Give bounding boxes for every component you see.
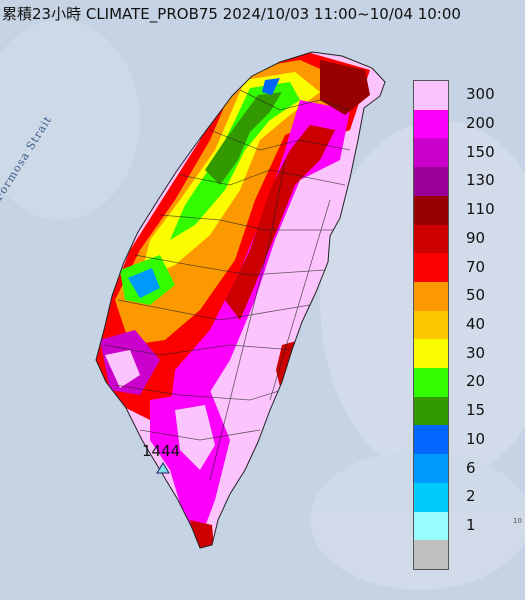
- max-location-triangle-icon: [156, 462, 170, 474]
- legend-label: 10: [466, 429, 486, 448]
- legend-label: 6: [466, 458, 476, 477]
- taiwan-island: [96, 52, 385, 548]
- legend-label: 70: [466, 257, 486, 276]
- legend-swatch: [414, 281, 448, 312]
- legend-swatch: [414, 396, 448, 426]
- legend-label: 150: [466, 142, 495, 161]
- legend-swatch: [414, 310, 448, 340]
- legend-swatch: [414, 425, 448, 455]
- legend-swatch: [414, 224, 448, 254]
- legend-label: 300: [466, 85, 495, 104]
- legend-label: 110: [466, 200, 495, 219]
- legend-label: 200: [466, 114, 495, 133]
- legend-swatch: [414, 540, 448, 570]
- legend-label: 30: [466, 343, 486, 362]
- legend-swatch: [414, 482, 448, 513]
- legend-label: 2: [466, 487, 476, 506]
- legend-swatch: [414, 368, 448, 398]
- map-title: 累積23小時 CLIMATE_PROB75 2024/10/03 11:00~1…: [2, 5, 461, 23]
- taiwan-coastline: [95, 51, 386, 549]
- legend-color-bar: [413, 80, 449, 570]
- legend-swatch: [414, 511, 448, 541]
- legend-label: 130: [466, 171, 495, 190]
- edge-tick-label: 10: [513, 517, 522, 525]
- legend-label: 1: [466, 515, 476, 534]
- legend-label: 50: [466, 286, 486, 305]
- legend-label: 40: [466, 315, 486, 333]
- legend-label: 20: [466, 372, 486, 391]
- legend-swatch: [414, 167, 448, 197]
- legend-swatch: [414, 253, 448, 283]
- legend-swatch: [414, 339, 448, 369]
- legend-swatch: [414, 195, 448, 226]
- legend-swatch: [414, 109, 448, 139]
- county-boundaries: [104, 89, 351, 481]
- legend-swatch: [414, 81, 448, 111]
- legend-label: 90: [466, 228, 486, 247]
- legend-label: 15: [466, 401, 486, 420]
- max-rainfall-label: 1444: [142, 442, 181, 460]
- legend-swatch: [414, 138, 448, 168]
- legend-swatch: [414, 454, 448, 484]
